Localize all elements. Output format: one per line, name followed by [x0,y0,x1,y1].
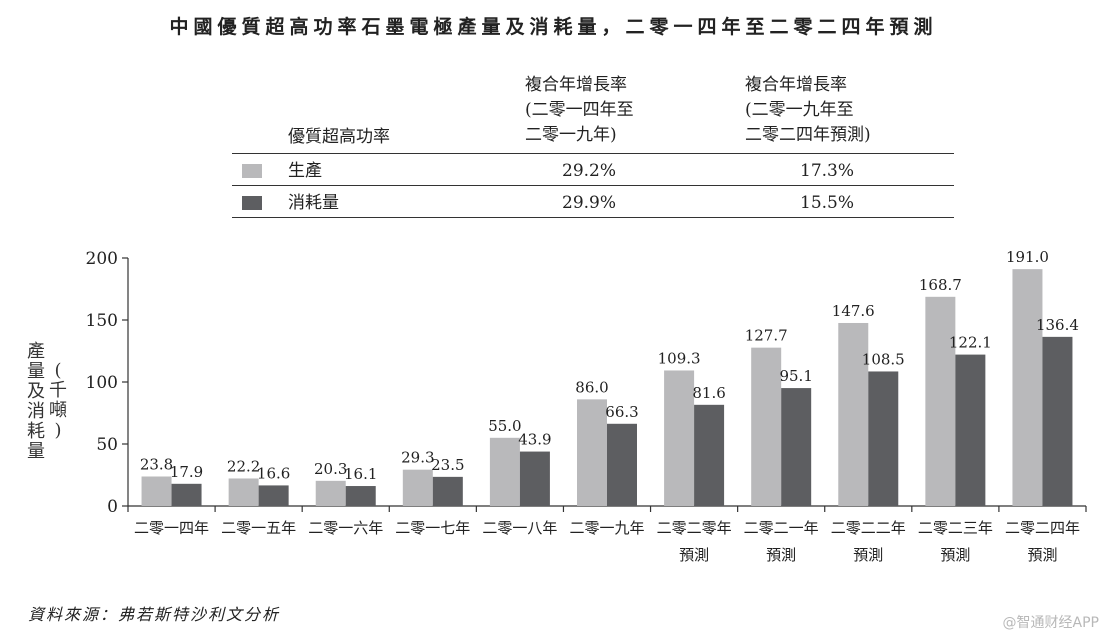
chart-title: 中國優質超高功率石墨電極產量及消耗量，二零一四年至二零二四年預測 [169,16,938,38]
data-label-consumption: 66.3 [605,403,638,421]
bar-consumption [694,404,725,506]
data-label-production: 29.3 [401,449,434,467]
bar-production [925,296,956,506]
x-tick-label: 二零二一年 [744,519,819,537]
x-tick-label: 二零一五年 [221,519,296,537]
data-label-consumption: 95.1 [779,367,812,385]
bar-production [664,370,695,506]
cagr-table: 複合年增長率 (二零一四年至 二零一九年) 複合年增長率 (二零一九年至 二零二… [232,68,954,220]
y-tick-label: 200 [86,249,118,269]
bar-production [141,476,172,506]
data-label-production: 127.7 [745,327,788,345]
bar-production [402,469,433,506]
data-label-consumption: 122.1 [949,334,992,352]
data-label-production: 55.0 [488,417,521,435]
bar-consumption [781,388,812,506]
data-label-consumption: 136.4 [1036,316,1079,334]
y-axis-label-1: 產量及消耗量 [27,341,45,462]
col1-header-line2: (二零一四年至 [525,100,634,120]
legend-swatch-consumption [242,196,262,210]
bar-consumption [607,423,637,506]
x-tick-label: 二零一四年 [134,519,209,537]
x-tick-label: 預測 [1027,546,1057,564]
data-label-consumption: 81.6 [692,384,725,402]
data-label-production: 168.7 [919,276,962,294]
x-tick-label: 二零一六年 [308,519,383,537]
bar-consumption [345,486,376,506]
x-tick-label: 二零一七年 [395,519,470,537]
data-label-consumption: 17.9 [170,463,203,481]
watermark: @智通财经APP [1002,615,1099,631]
x-tick-label: 預測 [940,546,970,564]
x-tick-label: 二零一八年 [482,519,557,537]
y-tick-label: 100 [86,373,118,393]
x-tick-label: 預測 [853,546,883,564]
col1-header-line3: 二零一九年) [525,125,617,145]
bar-production [1012,269,1043,506]
data-label-production: 147.6 [832,302,875,320]
bar-production [228,478,259,506]
x-tick-label: 預測 [766,546,796,564]
production-cagr-2014-2019: 29.2% [562,161,617,181]
bar-production [577,399,607,506]
data-label-production: 23.8 [140,455,173,473]
row-label-production: 生產 [288,161,322,181]
data-label-production: 86.0 [575,378,608,396]
x-tick-label: 預測 [679,546,709,564]
production-cagr-2019-2024: 17.3% [800,161,855,181]
consumption-cagr-2014-2019: 29.9% [562,193,617,213]
col1-header-line1: 複合年增長率 [525,75,627,95]
col2-header-line1: 複合年增長率 [745,75,847,95]
data-label-production: 20.3 [314,460,347,478]
source-note: 資料來源：弗若斯特沙利文分析 [28,605,281,624]
consumption-cagr-2019-2024: 15.5% [800,193,855,213]
data-label-production: 191.0 [1006,248,1049,266]
bar-production [489,437,520,506]
table-rule-middle [232,185,954,186]
y-axis-label-2: (千噸) [49,360,67,441]
data-label-production: 109.3 [658,349,701,367]
bar-consumption [171,483,202,506]
x-tick-label: 二零二二年 [831,519,906,537]
y-tick-label: 150 [86,311,118,331]
bar-consumption [258,485,289,506]
x-tick-label: 二零二零年 [657,519,732,537]
legend-swatch-production [242,164,262,178]
data-label-production: 22.2 [227,457,260,475]
bar-production [315,480,346,506]
bar-consumption [868,371,899,506]
table-rule-bottom [232,217,954,218]
col2-header-line3: 二零二四年預測) [745,125,871,145]
row-header: 優質超高功率 [288,127,390,147]
x-tick-label: 二零二四年 [1005,519,1080,537]
y-tick-label: 0 [107,497,118,517]
data-label-consumption: 16.1 [344,465,377,483]
y-tick-label: 50 [96,435,118,455]
bar-consumption [519,451,550,506]
bar-production [751,347,782,506]
table-rule-top [232,153,954,154]
col2-header-line2: (二零一九年至 [745,100,854,120]
bar-consumption [1042,336,1073,506]
x-tick-label: 二零一九年 [569,519,644,537]
row-label-consumption: 消耗量 [288,193,339,213]
x-tick-label: 二零二三年 [918,519,993,537]
data-label-consumption: 23.5 [431,456,464,474]
data-label-consumption: 108.5 [862,350,905,368]
bar-consumption [432,476,463,506]
data-label-consumption: 16.6 [257,464,290,482]
bar-production [838,322,869,506]
data-label-consumption: 43.9 [518,431,551,449]
bar-consumption [955,354,986,506]
